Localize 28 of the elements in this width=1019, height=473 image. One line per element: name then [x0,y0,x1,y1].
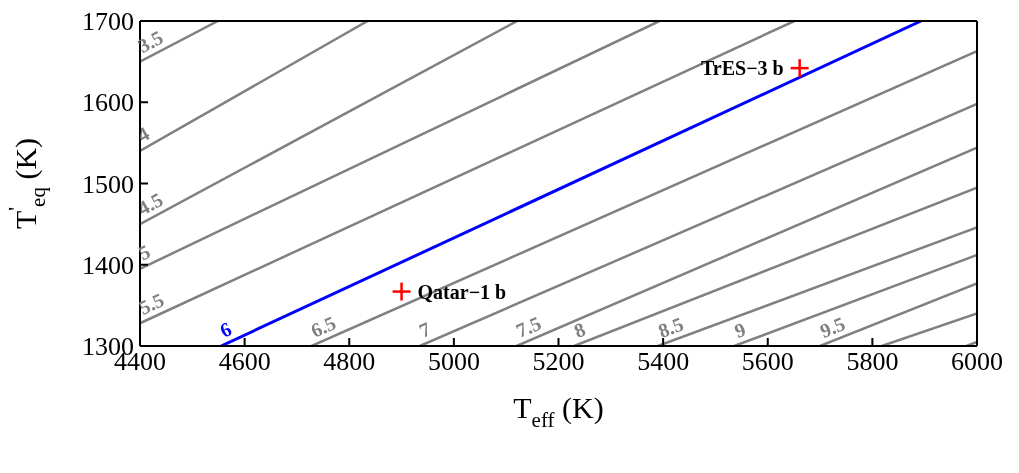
text: 5 [135,240,154,265]
text: 7 [415,317,434,342]
text: 9.5 [816,312,849,342]
text: 3.5 [134,26,167,58]
x-axis-title: T$_{eff}$ (K) [513,391,604,432]
text: 4 [133,122,153,147]
text: 8 [570,317,589,342]
x-tick-label: 5800 [846,347,899,377]
text: 4.5 [133,188,167,220]
text: 6.5 [307,311,340,342]
annotation: TrES−3 b [700,57,784,80]
x-tick-label: 4600 [218,347,271,377]
text: 9 [731,317,749,343]
x-tick-label: 5600 [741,347,794,377]
y-tick-label: 1500 [82,169,134,199]
y-tick-label: 1400 [82,250,134,280]
text: 8.5 [655,312,687,343]
y-tick-label: 1600 [82,88,134,118]
x-tick-label: 5200 [532,347,585,377]
text: 5.5 [135,288,168,319]
text: 6 [216,317,235,342]
x-tick-label: 4800 [323,347,376,377]
x-tick-label: 6000 [951,347,1003,377]
x-tick-label: 5000 [427,347,480,377]
annotation: Qatar−1 b [417,280,507,303]
y-tick-label: 1700 [82,7,134,37]
text: 7.5 [512,311,545,342]
x-tick-label: 5400 [637,347,690,377]
